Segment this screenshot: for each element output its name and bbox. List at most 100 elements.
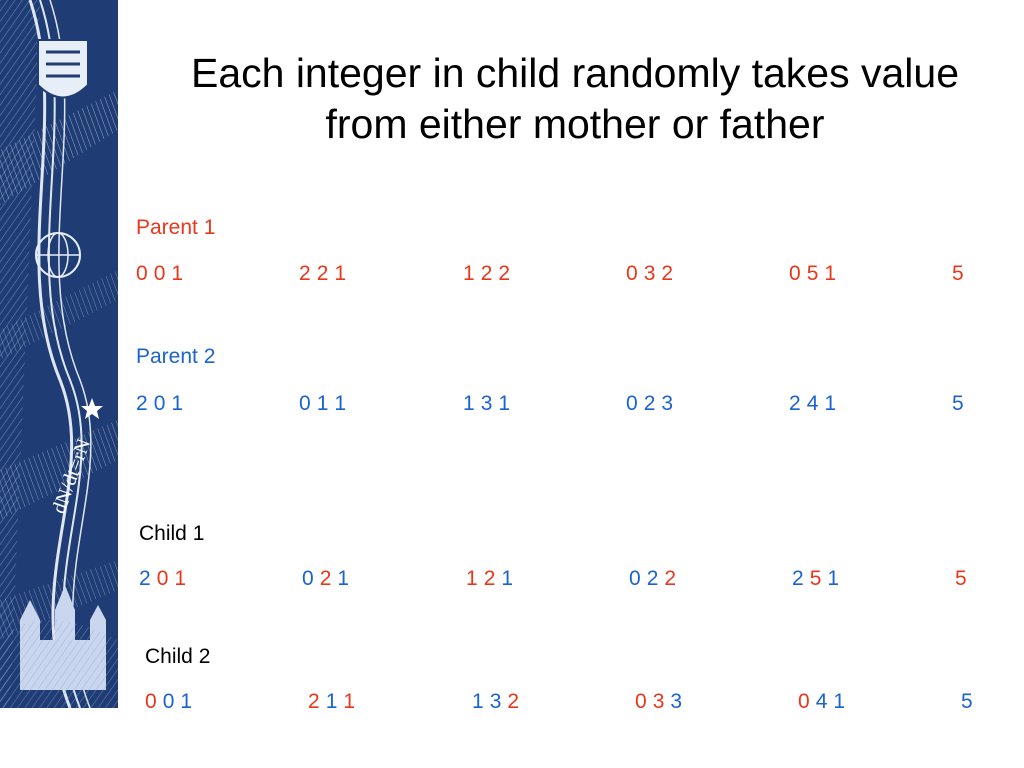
- child1-digit: 2: [646, 567, 659, 590]
- parent2-label: Parent 2: [136, 345, 216, 368]
- parent2-digit: 0: [153, 392, 166, 415]
- parent2-digit: 1: [316, 392, 329, 415]
- child2-digit: 1: [325, 690, 338, 713]
- parent2-digit: 2: [643, 392, 656, 415]
- parent2-digit: 1: [171, 392, 184, 415]
- child2-digit: 1: [472, 690, 484, 713]
- child2-digit: 4: [815, 690, 828, 713]
- parent2-digit: 1: [824, 392, 837, 415]
- slide-title: Each integer in child randomly takes val…: [130, 48, 1020, 150]
- child2-digit: 0: [162, 690, 175, 713]
- child2-digit: 3: [652, 690, 665, 713]
- parent2-digit: 1: [498, 392, 511, 415]
- child1-digit: 2: [319, 567, 332, 590]
- child1-digit: 5: [955, 567, 967, 590]
- parent1-digit: 3: [643, 262, 656, 285]
- parent1-label: Parent 1: [136, 216, 216, 239]
- parent1-digit: 0: [136, 262, 148, 285]
- child1-digit: 2: [483, 567, 496, 590]
- parent1-digit: 2: [498, 262, 511, 285]
- child1-digit: 1: [501, 567, 514, 590]
- child2-digit: 0: [145, 690, 157, 713]
- parent1-digit: 5: [806, 262, 819, 285]
- child2-digit: 3: [670, 690, 683, 713]
- parent2-digit: 1: [334, 392, 347, 415]
- child1-digit: 1: [174, 567, 187, 590]
- child2-digit: 3: [489, 690, 502, 713]
- child1-digit: 1: [337, 567, 350, 590]
- child2-group-6: 5: [961, 690, 973, 714]
- child1-digit: 2: [664, 567, 677, 590]
- child2-digit: 1: [180, 690, 193, 713]
- child2-digit: 0: [798, 690, 810, 713]
- parent2-digit: 2: [789, 392, 801, 415]
- parent2-digit: 0: [299, 392, 311, 415]
- parent1-digit: 2: [480, 262, 493, 285]
- child1-group-6: 5: [955, 567, 967, 591]
- parent1-digit: 1: [463, 262, 475, 285]
- child1-digit: 2: [139, 567, 151, 590]
- parent2-digit: 1: [463, 392, 475, 415]
- parent1-digit: 1: [171, 262, 184, 285]
- parent2-digit: 4: [806, 392, 819, 415]
- child1-digit: 0: [629, 567, 641, 590]
- parent2-group-6: 5: [952, 392, 964, 416]
- parent1-digit: 5: [952, 262, 964, 285]
- child2-label: Child 2: [145, 645, 211, 668]
- slide-title-line-2: from either mother or father: [325, 101, 825, 147]
- child1-digit: 0: [156, 567, 169, 590]
- parent1-digit: 1: [824, 262, 837, 285]
- child2-digit: 0: [635, 690, 647, 713]
- child1-label: Child 1: [139, 522, 205, 545]
- child1-digit: 1: [466, 567, 478, 590]
- parent1-digit: 0: [789, 262, 801, 285]
- parent1-digit: 2: [299, 262, 311, 285]
- child2-digit: 2: [507, 690, 520, 713]
- parent2-digit: 2: [136, 392, 148, 415]
- child2-digit: 1: [343, 690, 356, 713]
- parent2-digit: 3: [661, 392, 674, 415]
- parent2-digit: 0: [626, 392, 638, 415]
- parent2-digit: 3: [480, 392, 493, 415]
- parent1-digit: 0: [153, 262, 166, 285]
- child1-digit: 0: [302, 567, 314, 590]
- child2-digit: 1: [833, 690, 846, 713]
- slide-title-line-1: Each integer in child randomly takes val…: [190, 50, 960, 96]
- parent2-digit: 5: [952, 392, 964, 415]
- child1-digit: 1: [827, 567, 840, 590]
- parent1-digit: 1: [334, 262, 347, 285]
- child2-digit: 5: [961, 690, 973, 713]
- child1-digit: 5: [809, 567, 822, 590]
- child1-digit: 2: [792, 567, 804, 590]
- parent1-group-6: 5: [952, 262, 964, 286]
- parent1-digit: 2: [316, 262, 329, 285]
- sidebar-illustration: dN/dt=rN: [0, 0, 118, 708]
- child2-digit: 2: [308, 690, 320, 713]
- parent1-digit: 0: [626, 262, 638, 285]
- parent1-digit: 2: [661, 262, 674, 285]
